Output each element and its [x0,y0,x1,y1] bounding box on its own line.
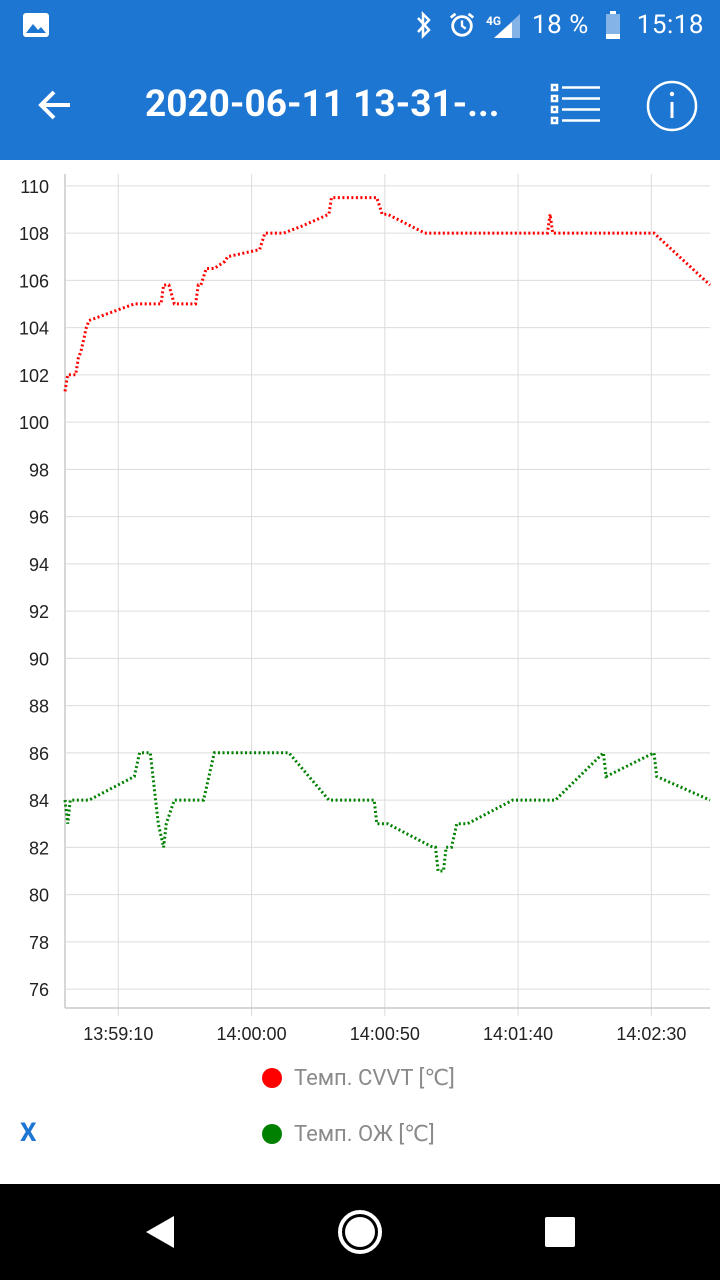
y-tick-label: 86 [29,744,49,764]
nav-home-button[interactable] [310,1184,410,1280]
y-tick-label: 100 [19,413,49,433]
status-bar: 4G 18 % 15:18 [0,0,720,50]
legend-item-coolant[interactable]: Темп. ОЖ [℃] [262,1116,435,1152]
info-icon[interactable] [646,80,698,132]
navigation-bar [0,1184,720,1280]
app-bar: 2020-06-11 13-31-... [0,50,720,160]
y-tick-label: 102 [19,366,49,386]
legend-dot-coolant [262,1124,282,1144]
list-icon[interactable] [548,80,604,130]
battery-percentage: 18 % [532,10,589,40]
y-tick-label: 106 [19,271,49,291]
y-tick-label: 80 [29,886,49,906]
y-tick-label: 84 [29,791,49,811]
y-tick-label: 92 [29,602,49,622]
legend-label-cvvt: Темп. CVVT [℃] [294,1065,455,1091]
y-tick-label: 110 [20,177,49,197]
series-line-cvvt [63,196,712,392]
y-tick-label: 88 [29,697,49,717]
status-icons: 4G 18 % 15:18 [410,0,704,50]
legend-toggle-button[interactable]: X [20,1118,37,1148]
alarm-icon [448,10,476,40]
y-tick-label: 98 [29,460,49,480]
battery-icon [599,10,627,40]
back-button[interactable] [28,78,82,132]
x-tick-label: 14:00:00 [217,1024,287,1044]
signal-icon: 4G [486,10,522,40]
x-tick-label: 13:59:10 [83,1024,153,1044]
legend-dot-cvvt [262,1068,282,1088]
y-tick-label: 104 [19,319,49,339]
y-tick-label: 96 [29,508,49,528]
nav-back-icon [146,1216,174,1248]
nav-back-button[interactable] [110,1184,210,1280]
x-tick-label: 14:01:40 [483,1024,553,1044]
x-tick-label: 14:02:30 [616,1024,686,1044]
nav-home-icon [338,1210,382,1254]
y-tick-label: 78 [29,933,49,953]
y-tick-label: 94 [29,555,49,575]
legend-item-cvvt[interactable]: Темп. CVVT [℃] [262,1060,455,1096]
temperature-chart[interactable]: 110 108 106 104 102 100 98 96 94 92 90 88 86 84 82 80 78… [0,160,720,1060]
page-title: 2020-06-11 13-31-... [145,83,500,126]
legend-label-coolant: Темп. ОЖ [℃] [294,1121,435,1147]
x-tick-label: 14:00:50 [350,1024,420,1044]
y-tick-label: 82 [29,838,49,858]
clock: 15:18 [636,10,704,40]
y-tick-label: 76 [29,980,49,1000]
gallery-notification-icon [23,13,49,37]
series-line-coolant [63,749,711,873]
y-tick-label: 90 [29,649,49,669]
bluetooth-icon [410,10,438,40]
y-tick-label: 108 [19,224,49,244]
arrow-back-icon [38,90,70,120]
nav-recents-icon [545,1217,575,1247]
network-type-label: 4G [486,14,502,28]
nav-recents-button[interactable] [510,1184,610,1280]
